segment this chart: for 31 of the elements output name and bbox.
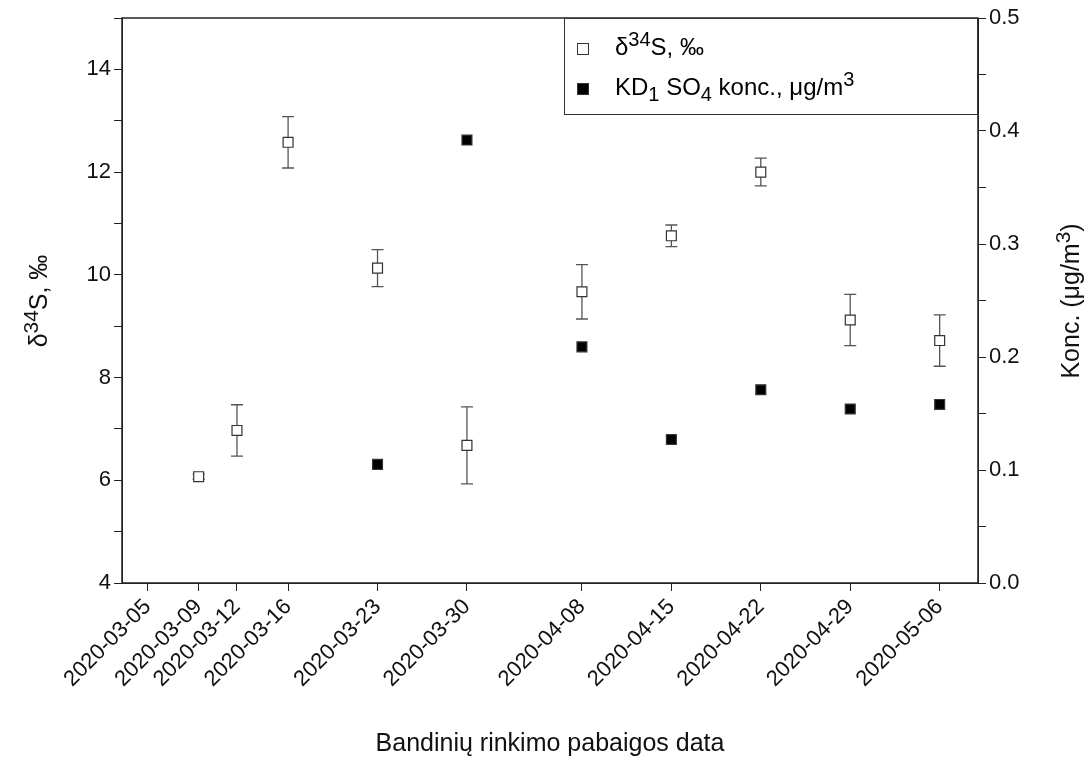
y-tick-label: 8	[98, 363, 111, 389]
point	[461, 134, 473, 146]
point	[755, 384, 767, 396]
point	[461, 439, 473, 451]
x-axis-title: Bandinių rinkimo pabaigos data	[375, 728, 725, 757]
y2-tick-label: 0.1	[989, 456, 1020, 482]
y-tick-label: 12	[86, 158, 111, 184]
point	[844, 314, 856, 326]
legend-label: KD$_{1}$ SO$_{4}$ konc., μg/m$^{3}$	[615, 68, 855, 105]
point	[576, 341, 588, 353]
point	[934, 335, 946, 347]
y2-tick-label: 0.2	[989, 343, 1020, 369]
point	[576, 286, 588, 298]
point	[282, 136, 294, 148]
y-tick-label: 10	[86, 260, 111, 286]
point	[371, 458, 384, 470]
point	[371, 262, 384, 274]
point	[231, 424, 243, 436]
y2-tick-label: 0.5	[989, 4, 1020, 30]
y-tick-label: 6	[98, 466, 111, 492]
y-tick-label: 4	[98, 569, 111, 595]
point	[934, 398, 946, 411]
y2-tick-label: 0.3	[989, 230, 1020, 256]
legend-label: δ$^{34}$S, ‰	[615, 28, 704, 60]
y-tick-label: 14	[86, 55, 111, 81]
y2-tick-label: 0.0	[989, 569, 1020, 595]
point	[844, 403, 856, 415]
point	[665, 433, 677, 446]
point	[755, 166, 767, 178]
point	[665, 230, 677, 242]
y2-tick-label: 0.4	[989, 117, 1020, 143]
